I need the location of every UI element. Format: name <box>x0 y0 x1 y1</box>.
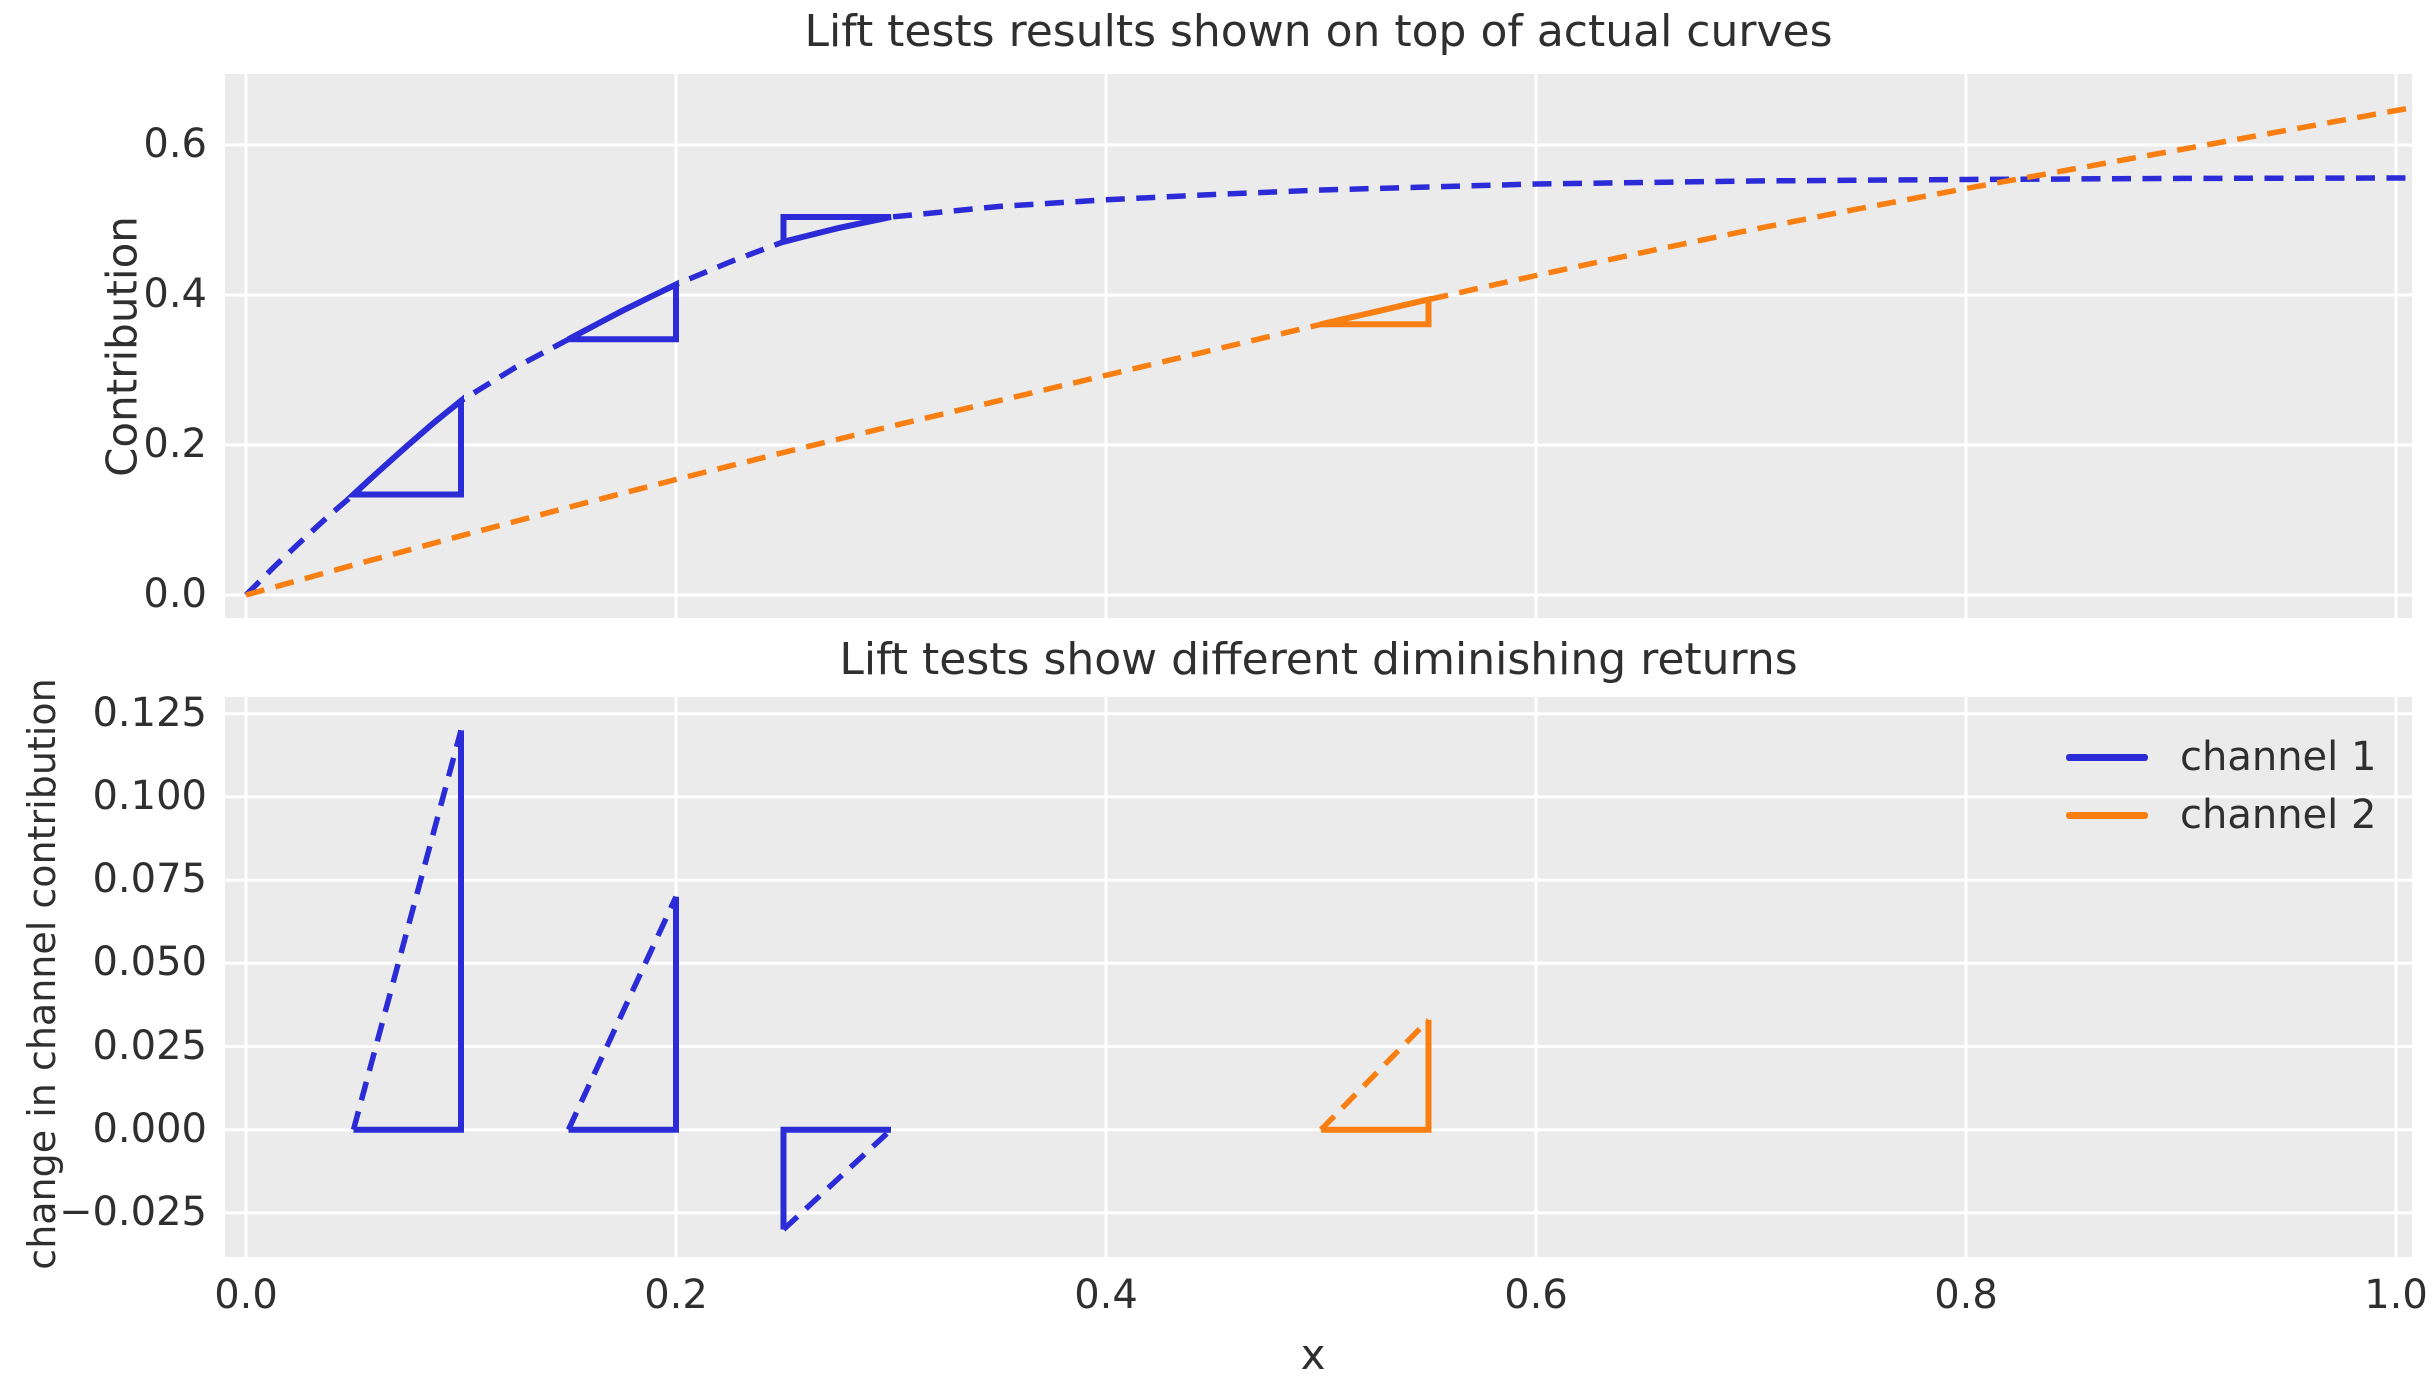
lift-test-hypotenuse <box>566 895 679 1131</box>
x-tick-label: 0.6 <box>1504 1272 1568 1318</box>
lift-test-hypotenuse <box>781 1127 893 1232</box>
legend-line-channel1 <box>2066 754 2148 761</box>
bottom-y-tick-label: 0.075 <box>92 856 207 903</box>
axes-background <box>225 697 2412 1257</box>
legend-line-channel2 <box>2066 812 2148 819</box>
x-tick-label: 0.4 <box>1074 1272 1138 1318</box>
lift-test-triangle-top <box>567 279 679 343</box>
top-y-tick-label: 0.2 <box>143 421 207 468</box>
bottom-y-tick-label: −0.025 <box>58 1188 207 1235</box>
top-y-tick-label: 0.4 <box>143 271 207 318</box>
bottom-y-tick-label: 0.100 <box>92 772 207 819</box>
lift-test-hypotenuse <box>1319 1017 1431 1132</box>
bottom-chart-title: Lift tests show different diminishing re… <box>839 634 1798 685</box>
lift-test-triangle-bottom <box>353 730 464 1133</box>
x-tick-label: 0.2 <box>644 1272 708 1318</box>
legend-label-channel1: channel 1 <box>2180 734 2377 781</box>
x-axis-label: x <box>1300 1330 1326 1378</box>
lift-test-hypotenuse <box>350 729 464 1131</box>
subplot <box>225 697 2412 1257</box>
x-tick-label: 1.0 <box>2364 1272 2428 1318</box>
bottom-y-tick-label: 0.125 <box>92 689 207 736</box>
lift-test-triangle-bottom <box>568 896 679 1133</box>
top-y-tick-label: 0.6 <box>143 121 207 168</box>
lift-test-triangle-top <box>780 214 892 246</box>
lift-test-triangle-top <box>345 394 464 498</box>
bottom-y-tick-label: 0.025 <box>92 1022 207 1069</box>
lift-test-triangle-bottom <box>1321 1019 1432 1133</box>
subplot <box>225 74 2412 618</box>
top-y-tick-label: 0.0 <box>143 571 207 618</box>
x-tick-label: 0.8 <box>1934 1272 1998 1318</box>
lift-test-triangle-top <box>1320 295 1432 328</box>
legend-label-channel2: channel 2 <box>2180 792 2377 839</box>
x-tick-label: 0.0 <box>214 1272 278 1318</box>
lift-test-triangle-bottom <box>780 1126 891 1230</box>
top-chart-title: Lift tests results shown on top of actua… <box>804 6 1833 57</box>
bottom-y-tick-label: 0.000 <box>92 1105 207 1152</box>
axes-background <box>225 74 2412 618</box>
bottom-y-tick-label: 0.050 <box>92 939 207 986</box>
